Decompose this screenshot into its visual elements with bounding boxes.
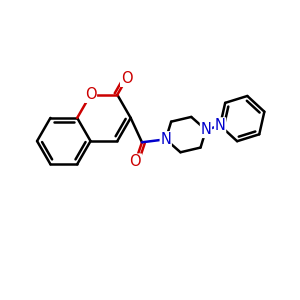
Text: O: O bbox=[130, 154, 141, 169]
Text: N: N bbox=[160, 132, 171, 147]
Text: O: O bbox=[121, 71, 132, 86]
Text: O: O bbox=[85, 87, 96, 102]
Text: N: N bbox=[214, 118, 226, 133]
Text: N: N bbox=[200, 122, 211, 137]
